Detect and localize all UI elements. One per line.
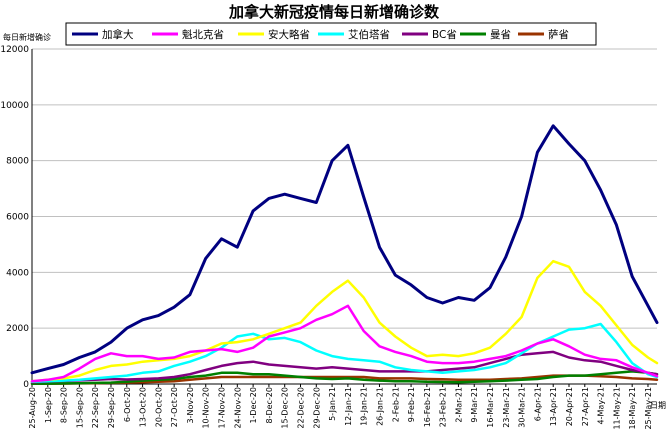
series-line-4 [30, 350, 659, 384]
series-line-5 [30, 370, 659, 385]
x-tick-label: 12-Jan-21 [344, 387, 353, 426]
legend-label-4: BC省 [432, 28, 457, 41]
legend-label-5: 曼省 [490, 28, 511, 41]
chart-title: 加拿大新冠疫情每日新增确诊数 [228, 3, 439, 21]
x-tick-label: 15-Dec-20 [281, 387, 290, 429]
legend-label-2: 安大略省 [268, 28, 310, 41]
x-tick-label: 20-Apr-21 [565, 387, 574, 426]
x-tick-label: 24-Nov-20 [233, 387, 242, 429]
y-axis-label: 每日新增确诊 [3, 32, 51, 42]
grid-lines [32, 48, 657, 385]
x-tick-label: 19-Jan-21 [360, 387, 369, 426]
x-tick-label: 2-Mar-21 [454, 387, 463, 423]
series-line-3 [30, 322, 659, 384]
x-tick-labels: 25-Aug-20 1-Sep-20 8-Sep-20 15-Sep-20 22-Sep… [28, 387, 653, 430]
x-tick-label: 26-Jan-21 [375, 387, 384, 426]
x-axis-label: 日期 [650, 401, 666, 410]
series-line-2 [30, 259, 659, 383]
axes [31, 49, 657, 387]
x-tick-label: 18-May-21 [628, 387, 637, 430]
y-tick-label: 0 [23, 380, 29, 390]
legend-label-6: 萨省 [548, 28, 569, 41]
x-tick-label: 20-Oct-20 [154, 387, 163, 427]
x-tick-label: 11-May-21 [612, 387, 621, 430]
x-tick-label: 1-Dec-20 [249, 387, 258, 424]
y-tick-label: 8000 [6, 157, 29, 167]
x-tick-label: 29-Dec-20 [312, 387, 321, 429]
x-tick-label: 4-May-21 [597, 387, 606, 424]
legend-label-1: 魁北克省 [182, 28, 224, 41]
y-tick-labels: 0 2000 4000 6000 8000 10000 12000 [0, 45, 29, 390]
x-tick-label: 27-Oct-20 [170, 387, 179, 427]
legend-label-3: 艾伯塔省 [348, 28, 390, 41]
x-tick-label: 3-Nov-20 [186, 387, 195, 423]
y-tick-label: 6000 [6, 213, 29, 223]
x-tick-label: 5-Jan-21 [328, 387, 337, 421]
x-tick-label: 30-Mar-21 [518, 387, 527, 428]
x-tick-label: 29-Sep-20 [107, 387, 116, 428]
x-tick-label: 22-Sep-20 [91, 387, 100, 428]
y-tick-label: 12000 [0, 45, 29, 55]
x-tick-label: 9-Feb-21 [407, 387, 416, 422]
y-tick-label: 10000 [0, 101, 29, 111]
x-tick-label: 1-Sep-20 [44, 387, 53, 423]
y-tick-label: 2000 [6, 324, 29, 334]
x-tick-label: 22-Dec-20 [297, 387, 306, 429]
x-tick-label: 15-Sep-20 [75, 387, 84, 428]
legend: 加拿大 魁北克省 安大略省 艾伯塔省 BC省 曼省 萨省 [65, 22, 597, 46]
x-tick-label: 10-Nov-20 [202, 387, 211, 429]
y-tick-label: 4000 [6, 268, 29, 278]
x-tick-label: 16-Mar-21 [486, 387, 495, 428]
x-tick-label: 6-Apr-21 [533, 387, 542, 421]
series-lines [30, 124, 659, 385]
x-tick-label: 6-Oct-20 [123, 387, 132, 422]
x-tick-label: 23-Feb-21 [439, 387, 448, 427]
x-tick-label: 16-Feb-21 [423, 387, 432, 427]
x-tick-label: 25-Aug-20 [28, 387, 37, 429]
series-line-1 [30, 304, 659, 383]
x-tick-label: 27-Apr-21 [581, 387, 590, 426]
x-tick-label: 9-Mar-21 [470, 387, 479, 423]
x-tick-label: 25-May-21 [644, 387, 653, 430]
series-line-0 [30, 124, 659, 375]
x-tick-label: 13-Oct-20 [139, 387, 148, 427]
x-tick-label: 17-Nov-20 [218, 387, 227, 429]
x-tick-label: 13-Apr-21 [549, 387, 558, 426]
x-tick-label: 2-Feb-21 [391, 387, 400, 422]
x-tick-label: 23-Mar-21 [502, 387, 511, 428]
x-tick-label: 8-Sep-20 [60, 387, 69, 423]
x-tick-label: 8-Dec-20 [265, 387, 274, 424]
legend-label-0: 加拿大 [102, 28, 134, 41]
